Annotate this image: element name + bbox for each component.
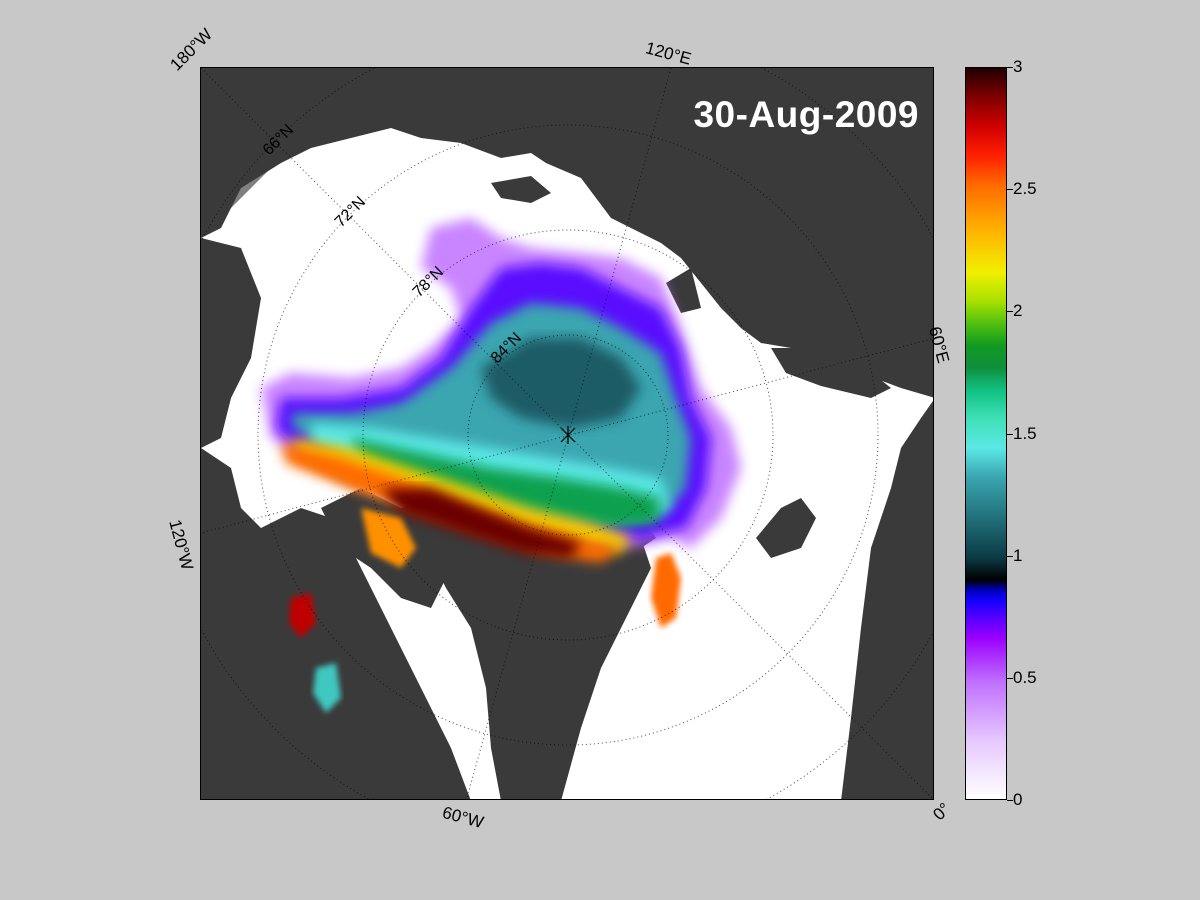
ice-archipelago-cyan [313,663,341,713]
land-novaya [771,348,891,398]
colorbar-tick [1007,189,1013,190]
colorbar-tick-label: 2.5 [1013,179,1037,198]
land-eurasia [201,68,933,398]
land-alaska [201,238,261,448]
colorbar-tick [1007,67,1013,68]
colorbar-tick [1007,311,1013,312]
lon-label-0: 0° [929,799,955,825]
land-europe [841,400,933,799]
lat-circle-72 [257,124,879,746]
meridian-60e-120w [201,338,933,534]
colorbar-tick-label: 3 [1013,57,1023,76]
land-masses [201,68,933,799]
ice-dark-teal-core [481,338,641,428]
lat-circle-84 [467,334,669,536]
colorbar-tick-label: 0.5 [1013,668,1037,687]
land-archipelago-3 [351,628,411,688]
land-islands-north [491,176,551,203]
lon-label-60w: 60°W [440,802,486,833]
meridian-0-180 [201,68,933,799]
ice-dark-red-core [381,488,581,558]
ice-thickness-field [261,218,741,713]
thickness-colorbar [965,67,1007,800]
colorbar-tick-label: 2 [1013,301,1023,320]
land-archipelago-2 [261,523,321,578]
sea-ice-map: 66°N 72°N 78°N 84°N 30-Aug-2009 [200,67,934,800]
colorbar-tick [1007,678,1013,679]
lat-circle-78 [362,229,774,641]
ice-archipelago-red [289,593,316,638]
land-greenland [421,493,651,799]
land-svalbard [756,498,816,558]
ice-green-band [351,438,661,528]
pole-marker [560,426,576,444]
colorbar-tick [1007,800,1013,801]
map-date: 30-Aug-2009 [693,94,919,135]
colorbar-tick-label: 0 [1013,790,1023,809]
colorbar-tick [1007,434,1013,435]
lon-label-120w: 120°W [165,517,197,573]
polar-map-drawing: 66°N 72°N 78°N 84°N [201,68,933,799]
colorbar-tick [1007,556,1013,557]
ice-yellow-band [291,438,631,553]
ice-east-greenland [651,553,681,628]
ice-channel-streak [361,508,416,568]
lon-label-120e: 120°E [643,38,694,69]
colorbar-tick-label: 1.5 [1013,424,1037,443]
land-islands-ne [666,268,701,313]
colorbar-tick-label: 1 [1013,546,1023,565]
